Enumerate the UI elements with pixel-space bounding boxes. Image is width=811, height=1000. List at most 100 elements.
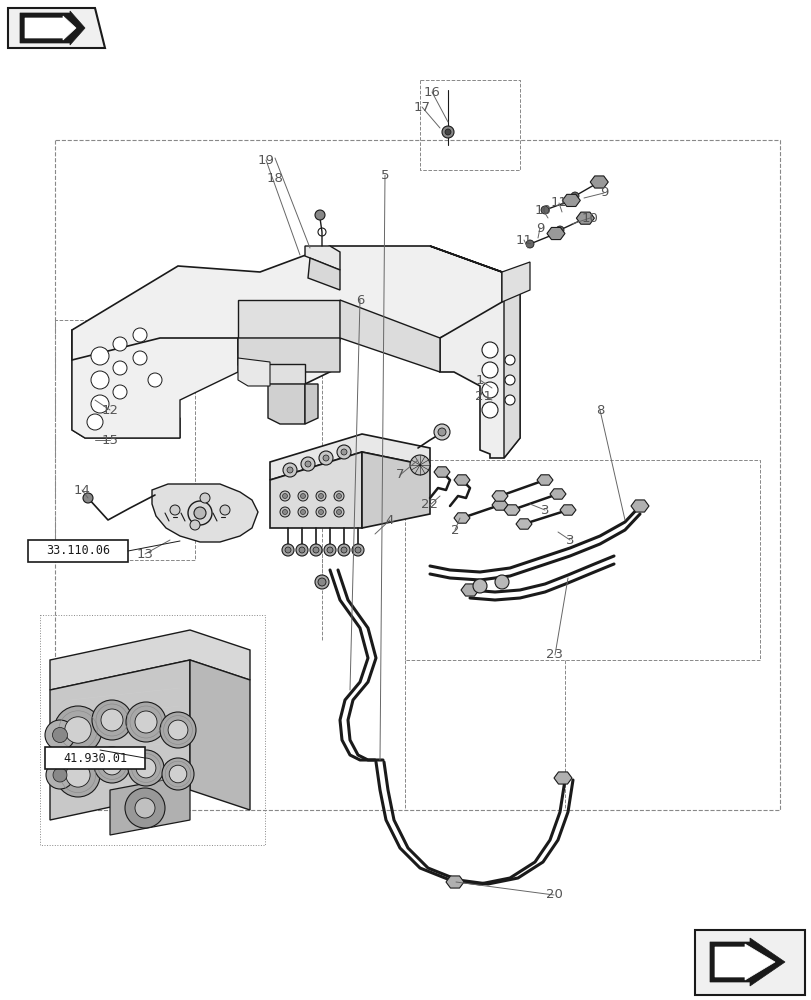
Bar xyxy=(694,930,804,995)
Circle shape xyxy=(113,385,127,399)
Polygon shape xyxy=(714,944,774,980)
Circle shape xyxy=(133,351,147,365)
Circle shape xyxy=(200,493,210,503)
Circle shape xyxy=(128,750,164,786)
Polygon shape xyxy=(709,938,784,986)
Circle shape xyxy=(336,493,341,498)
Circle shape xyxy=(91,347,109,365)
Text: 17: 17 xyxy=(413,101,430,114)
Circle shape xyxy=(312,547,319,553)
Circle shape xyxy=(54,706,102,754)
Circle shape xyxy=(310,544,322,556)
Polygon shape xyxy=(504,272,519,458)
Circle shape xyxy=(315,575,328,589)
Circle shape xyxy=(318,578,325,586)
Circle shape xyxy=(504,375,514,385)
Polygon shape xyxy=(430,246,519,458)
Polygon shape xyxy=(461,584,478,596)
Circle shape xyxy=(135,798,155,818)
Circle shape xyxy=(327,547,333,553)
Circle shape xyxy=(504,355,514,365)
Text: 3: 3 xyxy=(565,534,573,546)
Text: 9: 9 xyxy=(599,186,607,200)
Polygon shape xyxy=(340,300,440,372)
Circle shape xyxy=(83,493,93,503)
Circle shape xyxy=(433,424,449,440)
Text: 19: 19 xyxy=(257,154,274,167)
Circle shape xyxy=(125,788,165,828)
Circle shape xyxy=(482,342,497,358)
Text: 22: 22 xyxy=(421,498,438,512)
Polygon shape xyxy=(72,300,238,438)
Circle shape xyxy=(570,192,578,200)
Polygon shape xyxy=(305,246,340,270)
Text: 18: 18 xyxy=(266,172,283,185)
Circle shape xyxy=(351,544,363,556)
Polygon shape xyxy=(504,505,519,515)
Polygon shape xyxy=(590,176,607,188)
Polygon shape xyxy=(270,452,362,528)
Polygon shape xyxy=(268,384,305,424)
Circle shape xyxy=(319,451,333,465)
Circle shape xyxy=(91,395,109,413)
Polygon shape xyxy=(433,467,449,477)
Polygon shape xyxy=(501,262,530,302)
Circle shape xyxy=(281,544,294,556)
Circle shape xyxy=(333,491,344,501)
Circle shape xyxy=(169,505,180,515)
Circle shape xyxy=(101,709,122,731)
Polygon shape xyxy=(238,300,340,338)
Text: 5: 5 xyxy=(380,169,388,182)
Circle shape xyxy=(298,547,305,553)
Circle shape xyxy=(194,507,206,519)
Polygon shape xyxy=(576,212,594,224)
Circle shape xyxy=(473,579,487,593)
Text: 10: 10 xyxy=(534,204,551,217)
Polygon shape xyxy=(491,500,508,510)
Text: 11: 11 xyxy=(515,233,532,246)
Text: 33.110.06: 33.110.06 xyxy=(46,544,110,558)
Polygon shape xyxy=(553,772,571,784)
Circle shape xyxy=(482,362,497,378)
Circle shape xyxy=(540,206,548,214)
Polygon shape xyxy=(305,384,318,424)
Circle shape xyxy=(556,226,564,234)
Text: 7: 7 xyxy=(395,468,404,482)
Circle shape xyxy=(282,510,287,514)
Circle shape xyxy=(169,765,187,783)
Circle shape xyxy=(280,507,290,517)
Text: 16: 16 xyxy=(423,86,440,99)
Circle shape xyxy=(305,461,311,467)
Circle shape xyxy=(444,129,450,135)
Bar xyxy=(45,747,145,769)
Circle shape xyxy=(46,761,74,789)
Circle shape xyxy=(333,507,344,517)
Text: 13: 13 xyxy=(136,548,153,560)
Circle shape xyxy=(441,126,453,138)
Circle shape xyxy=(296,544,307,556)
Circle shape xyxy=(315,491,325,501)
Text: 1: 1 xyxy=(475,373,483,386)
Text: 3: 3 xyxy=(540,504,548,516)
Circle shape xyxy=(300,493,305,498)
Circle shape xyxy=(298,507,307,517)
Text: 2: 2 xyxy=(450,524,459,536)
Text: 9: 9 xyxy=(535,222,543,234)
Polygon shape xyxy=(307,258,340,290)
Text: 23: 23 xyxy=(546,648,563,662)
Circle shape xyxy=(318,493,323,498)
Polygon shape xyxy=(8,8,105,48)
Text: 6: 6 xyxy=(355,294,364,306)
Polygon shape xyxy=(152,484,258,542)
Circle shape xyxy=(315,507,325,517)
Circle shape xyxy=(354,547,361,553)
Circle shape xyxy=(300,510,305,514)
Circle shape xyxy=(190,520,200,530)
Circle shape xyxy=(283,463,297,477)
Circle shape xyxy=(482,402,497,418)
Polygon shape xyxy=(72,246,512,384)
Polygon shape xyxy=(515,519,531,529)
Circle shape xyxy=(91,371,109,389)
Text: 11: 11 xyxy=(550,196,567,210)
Polygon shape xyxy=(445,876,463,888)
